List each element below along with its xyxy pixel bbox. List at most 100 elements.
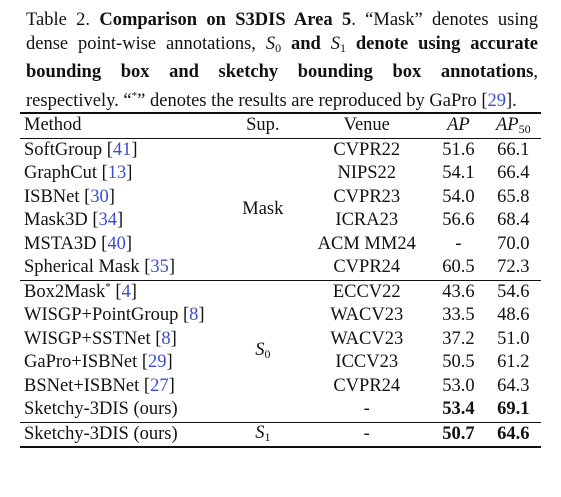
method-citation[interactable]: 8 [161,328,171,349]
table-row: GraphCut [13] NIPS22 54.1 66.4 [20,162,541,186]
ap-cell: 60.5 [442,257,475,278]
method-cell: WISGP+PointGroup [8] [20,304,223,328]
ap50-cell: 64.3 [497,375,530,396]
ap50-cell: 66.1 [485,137,541,162]
venue-cell: WACV23 [330,305,404,326]
ap50-cell: 54.6 [485,279,541,304]
method-cell: Mask3D [34] [20,209,223,233]
method-citation[interactable]: 4 [121,282,131,303]
method-citation[interactable]: 40 [107,233,126,254]
table-row: Mask3D [34] ICRA23 56.6 68.4 [20,209,541,233]
method-citation[interactable]: 13 [107,163,127,184]
method-cell: Sketchy-3DIS (ours) [24,399,178,420]
method-cell: MSTA3D [40] [20,233,223,257]
venue-cell: ECCV22 [302,279,432,304]
caption-s1-base: S [330,34,340,54]
method-citation[interactable]: 41 [112,139,132,160]
venue-cell: CVPR23 [333,186,401,207]
method-name: Mask3D [ [24,210,99,231]
ap-cell: - [455,233,462,254]
sup-s1-sub: 1 [264,430,271,445]
venue-cell: CVPR24 [333,375,401,396]
method-name: ISBNet [ [24,186,91,207]
method-name: BSNet+ISBNet [ [24,375,151,396]
sup-s1-cell: S1 [223,421,303,448]
venue-cell: ACM MM24 [317,233,416,254]
method-cell: ISBNet [30] [20,186,223,210]
caption-star: * [131,90,138,102]
table-row: WISGP+SSTNet [8] WACV23 37.2 51.0 [20,328,541,352]
table-row: Spherical Mask [35] CVPR24 60.5 72.3 [20,256,541,280]
caption-title: Comparison on S3DIS Area 5 [99,10,352,30]
caption-s1-sub: 1 [339,41,346,55]
caption-text-3: ” denotes the results are reproduced by … [137,91,488,111]
method-cell: Box2Mask* [4] [20,279,224,304]
table-row: Sketchy-3DIS (ours) S1 - 50.7 64.6 [20,421,541,448]
results-table: Method Sup. Venue AP AP50 SoftGroup [41]… [20,112,541,448]
venue-cell: WACV23 [330,328,404,349]
sup-s0-sub: 0 [264,347,271,361]
caption-prefix: Table 2. [26,10,100,30]
method-citation-close: ] [108,186,115,207]
method-citation-close: ] [170,328,177,349]
method-citation-open: [ [110,282,122,303]
ap-cell: 56.6 [442,210,475,231]
caption-s0-sub: 0 [275,41,282,55]
table-caption: Table 2. Comparison on S3DIS Area 5. “Ma… [26,8,538,113]
method-cell: Spherical Mask [35] [20,256,223,280]
method-citation[interactable]: 8 [189,305,199,326]
method-citation-close: ] [126,163,133,184]
table-row: BSNet+ISBNet [27] CVPR24 53.0 64.3 [20,375,541,399]
method-citation-close: ] [117,210,124,231]
venue-cell: ICCV23 [335,352,399,373]
venue-cell: - [302,421,432,448]
ap50-cell: 68.4 [497,210,530,231]
method-citation-close: ] [168,257,176,278]
caption-text-2: , respectively. “ [26,62,538,111]
method-citation[interactable]: 35 [150,257,169,278]
method-citation[interactable]: 27 [150,375,169,396]
method-citation[interactable]: 30 [90,186,109,207]
ap-cell: 54.0 [442,186,475,207]
caption-s1: S1 [330,34,346,55]
method-citation-close: ] [198,305,205,326]
table-row: Sketchy-3DIS (ours) - 53.4 69.1 [20,398,541,422]
method-name: SoftGroup [ [24,139,113,160]
header-venue: Venue [302,112,432,138]
sup-s1-base: S [255,423,265,444]
ap50-cell: 64.6 [485,421,541,448]
ap50-cell: 65.8 [497,186,530,207]
table-header-row: Method Sup. Venue AP AP50 [20,112,541,138]
method-citation[interactable]: 29 [148,352,167,373]
venue-cell: ICRA23 [335,210,399,231]
venue-cell: NIPS22 [337,163,397,184]
caption-and: and [281,34,331,54]
venue-cell: - [363,399,370,420]
caption-s0-base: S [265,34,276,54]
caption-citation[interactable]: 29 [487,91,506,111]
method-citation-close: ] [166,352,173,373]
method-cell: GaPro+ISBNet [29] [20,351,223,375]
method-cell: WISGP+SSTNet [8] [20,328,223,352]
venue-cell: CVPR24 [333,257,401,278]
table-row: ISBNet [30] CVPR23 54.0 65.8 [20,186,541,210]
header-ap50: AP50 [485,112,541,138]
header-method: Method [20,112,224,138]
ap-cell: 50.5 [442,352,475,373]
header-ap50-sub: 50 [518,121,531,136]
ap-cell: 50.7 [431,421,486,448]
header-ap50-base: AP [495,114,519,135]
method-citation-close: ] [130,282,137,303]
caption-s0: S0 [265,34,282,55]
method-citation[interactable]: 34 [98,210,118,231]
sup-mask-cell: Mask [223,137,303,280]
method-name: Spherical Mask [ [24,257,151,278]
ap50-cell: 70.0 [497,233,530,254]
ap-cell: 54.1 [442,163,475,184]
caption-bold-tail: denote using accurate bounding box and s… [26,34,539,82]
method-citation-close: ] [168,375,175,396]
method-cell: SoftGroup [41] [20,137,224,162]
caption-text-1: . “Mask” denotes using dense point-wise … [26,10,538,54]
caption-text-4: ]. [505,91,517,111]
table-row: GaPro+ISBNet [29] ICCV23 50.5 61.2 [20,351,541,375]
